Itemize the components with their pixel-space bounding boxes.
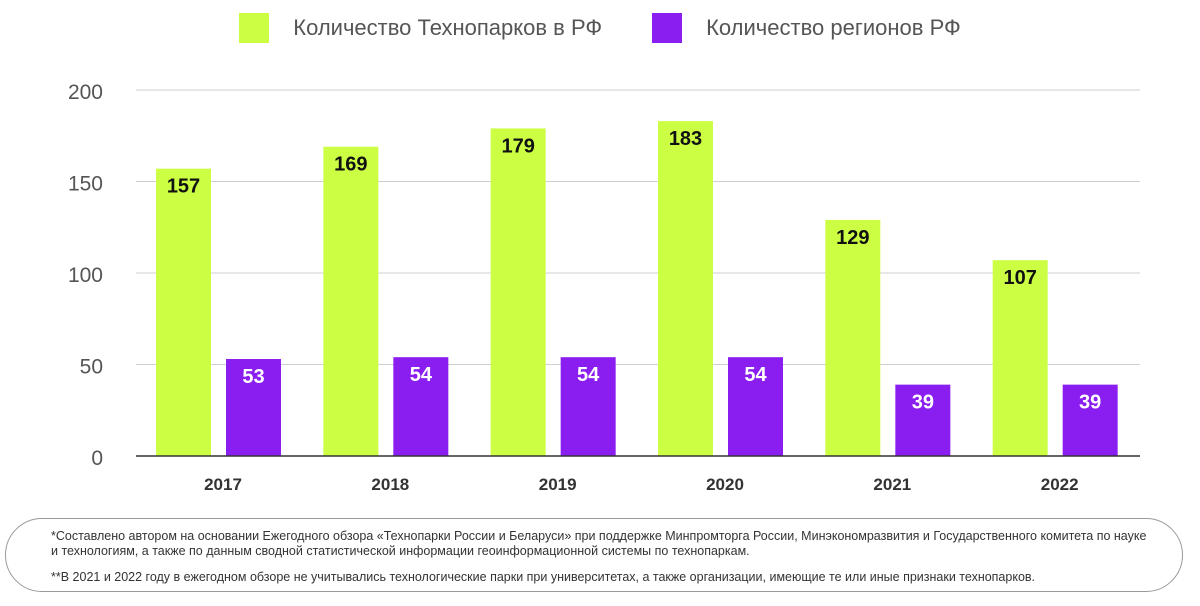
data-label: 39 (912, 392, 934, 414)
footnote-exclusion: **В 2021 и 2022 году в ежегодном обзоре … (51, 570, 1036, 584)
bar-regions (393, 357, 449, 456)
footnotes: *Составлено автором на основании Ежегодн… (5, 518, 1183, 592)
legend-item-technoparks: Количество Технопарков в РФ (239, 13, 602, 43)
data-label: 54 (410, 364, 433, 386)
bar-technoparks (156, 168, 211, 456)
data-label: 54 (577, 364, 600, 386)
data-label: 54 (744, 364, 767, 386)
data-label: 53 (242, 366, 264, 388)
data-label: 157 (167, 176, 200, 198)
bar-technoparks (490, 128, 546, 456)
bar-regions (895, 384, 951, 456)
bar-technoparks (825, 219, 881, 456)
data-label: 169 (334, 154, 367, 176)
x-tick-label: 2019 (539, 475, 577, 494)
bar-regions (560, 357, 616, 456)
y-tick-label: 100 (68, 264, 103, 287)
data-label: 179 (501, 135, 534, 157)
x-tick-label: 2020 (706, 475, 744, 494)
data-label: 39 (1079, 392, 1101, 414)
y-tick-label: 150 (68, 173, 103, 196)
bar-regions (1062, 384, 1118, 456)
bar-technoparks (323, 146, 379, 457)
x-tick-label: 2022 (1041, 475, 1079, 494)
footnote-source: *Составлено автором на основании Ежегодн… (51, 529, 1147, 558)
legend: Количество Технопарков в РФ Количество р… (0, 8, 1200, 48)
bar-regions (226, 359, 281, 456)
data-label: 129 (836, 227, 869, 249)
x-tick-label: 2017 (204, 475, 242, 494)
bar-technoparks (992, 260, 1048, 456)
bar-technoparks (658, 121, 713, 457)
data-label: 183 (669, 128, 702, 150)
legend-swatch-technoparks (239, 13, 270, 43)
y-tick-label: 200 (68, 81, 103, 104)
data-label: 107 (1003, 267, 1036, 289)
legend-label-regions: Количество регионов РФ (706, 15, 961, 40)
bar-chart: 0 50 100 150 200 157 53 2017 169 54 2018 179 54 2019 1… (68, 81, 1140, 494)
x-tick-label: 2021 (873, 475, 911, 494)
y-tick-label: 50 (80, 356, 103, 379)
x-tick-label: 2018 (371, 475, 409, 494)
legend-swatch-regions (652, 13, 683, 43)
y-tick-label: 0 (91, 447, 103, 470)
legend-item-regions: Количество регионов РФ (652, 13, 961, 43)
legend-label-technoparks: Количество Технопарков в РФ (293, 15, 603, 40)
bar-regions (728, 357, 783, 456)
